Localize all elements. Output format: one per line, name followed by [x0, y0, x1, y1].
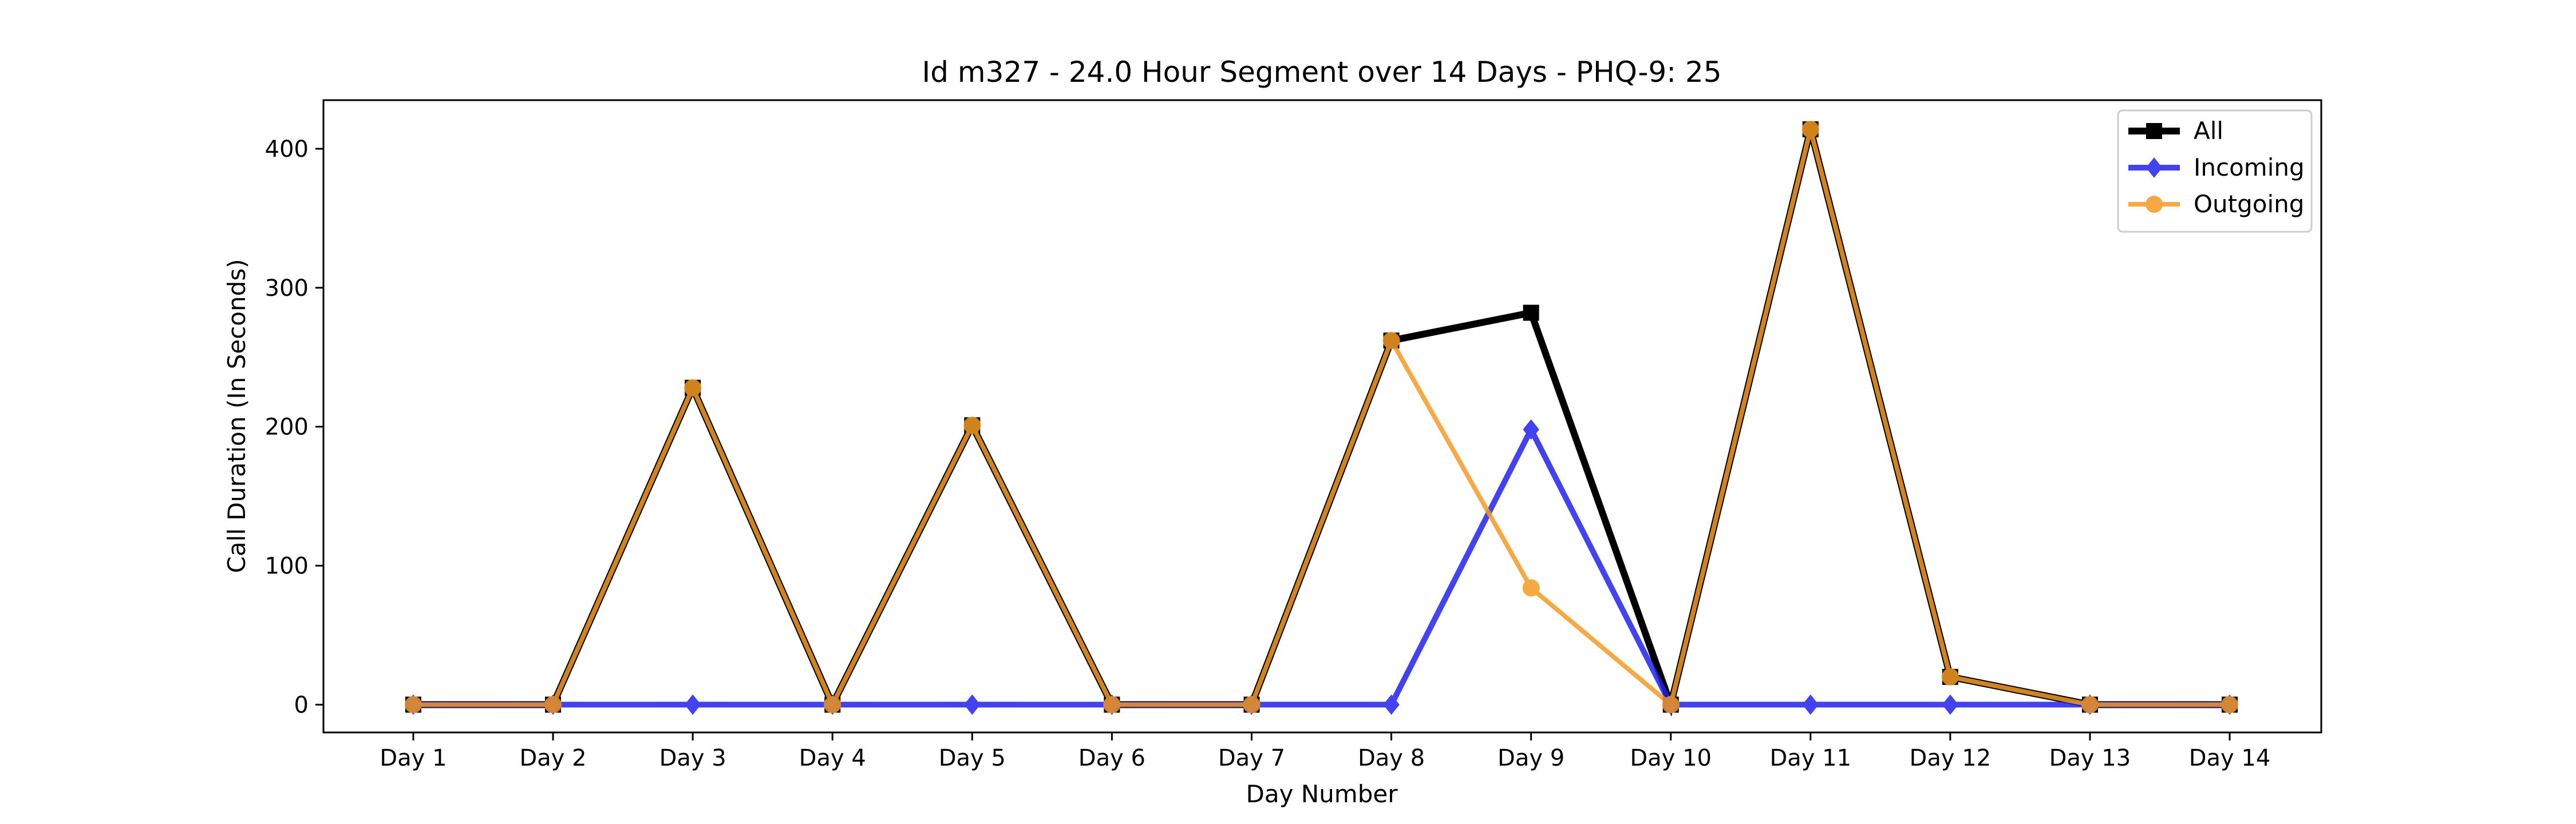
y-tick-label: 100 — [265, 553, 309, 580]
series-outgoing — [405, 121, 2238, 714]
data-point — [964, 694, 981, 715]
x-tick-label: Day 14 — [2189, 745, 2271, 771]
x-tick-label: Day 5 — [939, 745, 1006, 771]
legend-marker — [2146, 123, 2162, 139]
chart-title: Id m327 - 24.0 Hour Segment over 14 Days… — [922, 56, 1721, 89]
x-axis-label: Day Number — [1246, 780, 1398, 808]
data-point — [405, 696, 422, 714]
series-line — [413, 129, 2230, 710]
y-tick-label: 0 — [294, 692, 309, 718]
x-tick-label: Day 9 — [1498, 745, 1564, 771]
data-point — [1662, 696, 1680, 714]
x-tick-label: Day 2 — [519, 745, 586, 771]
x-tick-label: Day 11 — [1769, 745, 1851, 771]
legend: All Incoming Outgoing — [2117, 109, 2313, 233]
axis-ticks: Day 1 Day 2 Day 3 Day 4 Day 5 Day 6 Day 7 Day 8… — [265, 136, 2271, 771]
y-axis-label: Call Duration (In Seconds) — [223, 259, 251, 573]
data-point — [1243, 696, 1261, 714]
data-point — [1522, 579, 1540, 597]
x-tick-label: Day 13 — [2049, 745, 2131, 771]
data-point — [1383, 694, 1400, 715]
data-point — [963, 417, 981, 434]
legend-entry — [2128, 157, 2180, 178]
x-tick-label: Day 3 — [659, 745, 726, 771]
x-tick-label: Day 4 — [799, 745, 866, 771]
x-tick-label: Day 8 — [1358, 745, 1425, 771]
data-point — [1103, 696, 1121, 714]
legend-marker — [2146, 196, 2163, 213]
legend-marker — [2146, 157, 2163, 178]
data-point — [1523, 304, 1539, 321]
legend-box — [2117, 109, 2313, 233]
legend-entry — [2128, 123, 2180, 139]
x-tick-label: Day 10 — [1630, 745, 1712, 771]
data-point — [1802, 694, 1819, 715]
x-tick-label: Day 7 — [1218, 745, 1285, 771]
legend-label: Outgoing — [2194, 190, 2304, 218]
data-point — [684, 694, 701, 715]
data-point — [1523, 419, 1539, 440]
data-point — [2221, 696, 2238, 714]
data-point — [1942, 694, 1959, 715]
x-tick-label: Day 6 — [1078, 745, 1145, 771]
legend-entry — [2128, 196, 2180, 213]
series-line — [413, 423, 2230, 708]
data-point — [824, 696, 841, 714]
plot-area — [405, 121, 2238, 717]
data-point — [1801, 121, 1819, 138]
data-point — [544, 696, 562, 714]
legend-label: Incoming — [2194, 153, 2305, 181]
data-point — [1382, 332, 1400, 350]
x-tick-label: Day 1 — [380, 745, 447, 771]
data-point — [1941, 668, 1959, 686]
data-point — [2081, 696, 2099, 714]
y-tick-label: 200 — [265, 414, 309, 441]
plot-frame — [322, 99, 2322, 734]
legend-label: All — [2194, 117, 2223, 145]
y-tick-label: 300 — [265, 275, 309, 302]
y-tick-label: 400 — [265, 136, 309, 163]
data-point — [684, 379, 702, 397]
x-tick-label: Day 12 — [1910, 745, 1992, 771]
